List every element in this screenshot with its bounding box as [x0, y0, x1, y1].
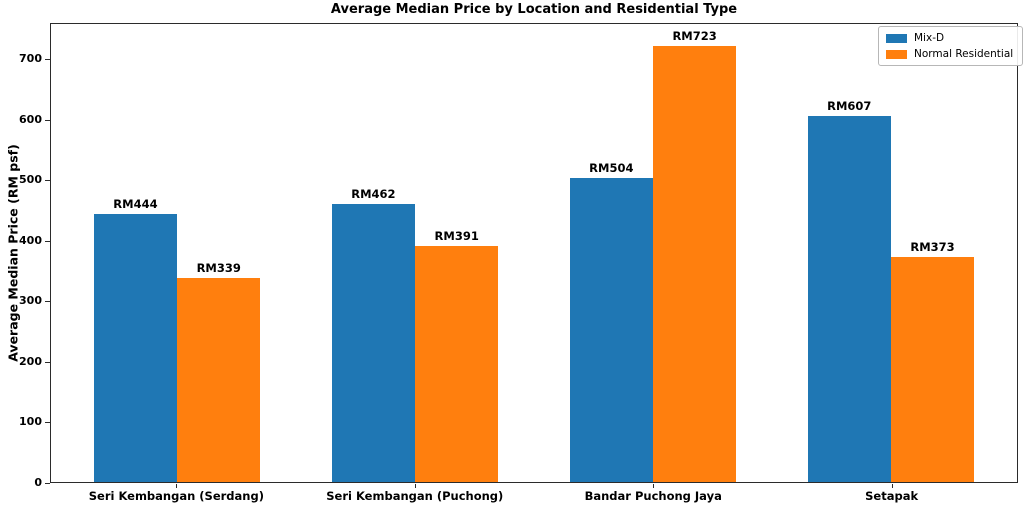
- y-tick-label-200: 200: [19, 354, 42, 368]
- bar-value-label-mix-d-setapak: RM607: [827, 99, 872, 114]
- x-tick-mark-seri-kembangan-serdang: [176, 484, 178, 488]
- y-tick-mark-500: [45, 180, 50, 182]
- legend-label-mix-d: Mix-D: [914, 32, 945, 44]
- legend-item-mix-d: Mix-D: [886, 32, 1013, 44]
- bar-mix-d-setapak: [807, 116, 891, 482]
- x-tick-label-bandar-puchong-jaya: Bandar Puchong Jaya: [584, 489, 722, 503]
- x-tick-label-seri-kembangan-serdang: Seri Kembangan (Serdang): [88, 489, 264, 503]
- bar-normal-residential-seri-kembangan-serdang: [177, 277, 261, 482]
- bar-value-label-mix-d-seri-kembangan-puchong: RM462: [351, 186, 396, 201]
- x-tick-label-seri-kembangan-puchong: Seri Kembangan (Puchong): [326, 489, 504, 503]
- y-tick-mark-400: [45, 240, 50, 242]
- y-tick-label-100: 100: [19, 415, 42, 429]
- chart-title: Average Median Price by Location and Res…: [330, 2, 738, 17]
- bar-normal-residential-bandar-puchong-jaya: [652, 46, 737, 482]
- y-tick-mark-100: [45, 422, 50, 424]
- x-tick-mark-bandar-puchong-jaya: [653, 484, 655, 488]
- x-tick-mark-setapak: [891, 484, 893, 488]
- bar-value-label-normal-residential-seri-kembangan-serdang: RM339: [196, 260, 241, 275]
- bar-value-label-normal-residential-seri-kembangan-puchong: RM391: [434, 229, 479, 244]
- legend-item-normal-residential: Normal Residential: [886, 48, 1013, 60]
- bar-value-label-normal-residential-setapak: RM373: [910, 240, 955, 255]
- bar-value-label-mix-d-seri-kembangan-serdang: RM444: [113, 197, 158, 212]
- bar-value-label-mix-d-bandar-puchong-jaya: RM504: [589, 161, 634, 176]
- bar-normal-residential-seri-kembangan-puchong: [415, 246, 499, 482]
- legend-swatch-icon-normal-residential: [886, 49, 907, 59]
- y-tick-mark-600: [45, 119, 50, 121]
- y-tick-mark-700: [45, 59, 50, 61]
- y-tick-label-300: 300: [19, 294, 42, 308]
- bar-mix-d-seri-kembangan-serdang: [93, 214, 178, 482]
- y-tick-label-400: 400: [19, 233, 42, 247]
- bar-mix-d-seri-kembangan-puchong: [331, 203, 416, 482]
- y-tick-mark-200: [45, 361, 50, 363]
- plot-area: RM444 RM462 RM504 RM607 RM339 RM391 RM723 RM373: [50, 23, 1018, 483]
- y-tick-label-0: 0: [34, 476, 42, 489]
- bar-value-label-normal-residential-bandar-puchong-jaya: RM723: [672, 29, 717, 44]
- legend-label-normal-residential: Normal Residential: [914, 48, 1014, 60]
- y-tick-label-700: 700: [19, 52, 42, 66]
- y-tick-label-600: 600: [19, 112, 42, 126]
- bar-normal-residential-setapak: [890, 257, 975, 482]
- x-tick-mark-seri-kembangan-puchong: [414, 484, 416, 488]
- bar-mix-d-bandar-puchong-jaya: [569, 178, 653, 482]
- y-tick-label-500: 500: [19, 173, 42, 187]
- legend: Mix-D Normal Residential: [878, 26, 1024, 66]
- y-tick-mark-0: [45, 483, 50, 484]
- x-tick-label-setapak: Setapak: [865, 489, 919, 503]
- legend-swatch-icon-mix-d: [886, 33, 907, 43]
- y-tick-mark-300: [45, 301, 50, 303]
